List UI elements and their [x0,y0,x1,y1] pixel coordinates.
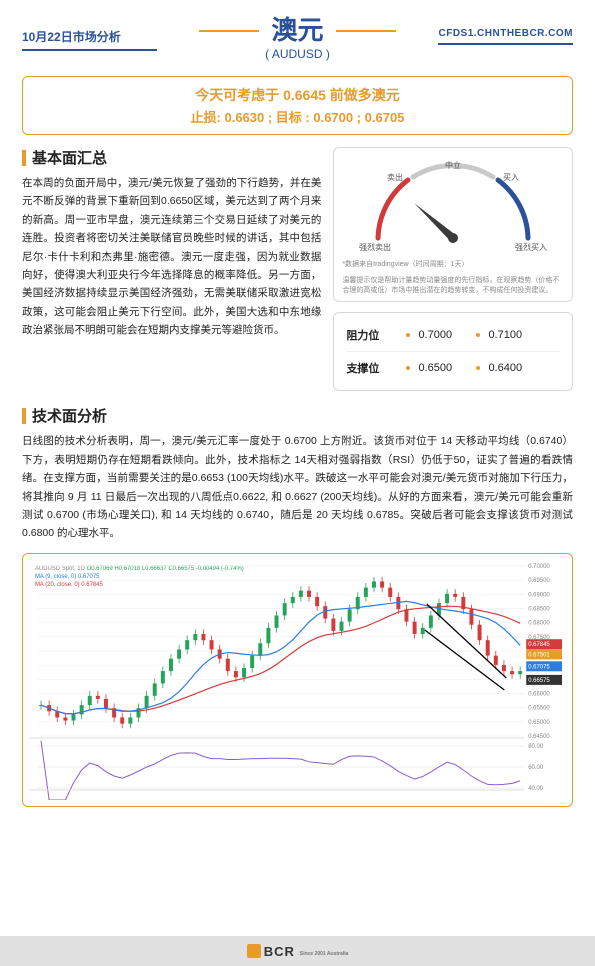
levels-panel: 阻力位 0.7000 0.7100 支撑位 0.6500 0.6400 [333,312,573,391]
fundamentals-title: 基本面汇总 [32,147,107,168]
resistance-v1: 0.7000 [418,329,468,341]
trade-idea-line1: 今天可考虑于 0.6645 前做多澳元 [35,85,560,105]
brand-text: BCR [264,944,295,959]
page-header: 10月22日市场分析 澳元 ( AUDUSD ) CFDS1.CHNTHEBCR… [0,0,595,64]
title-decor-left [199,30,259,32]
page-title: 澳元 [271,10,323,47]
page-subtitle: ( AUDUSD ) [170,47,425,61]
price-chart[interactable]: AUDUSD Spot, 1D O0.67069 H0.67018 L0.666… [29,560,566,800]
resistance-row: 阻力位 0.7000 0.7100 [346,323,560,347]
svg-text:0.70000: 0.70000 [528,564,550,570]
technical-text: 日线图的技术分析表明，周一，澳元/美元汇率一度处于 0.6700 上方附近。该货… [22,432,573,542]
sentiment-gauge-panel: 中立 卖出 买入 强烈卖出 强烈买入 *数据来自tradingview（时间周期… [333,147,573,302]
gauge-label-neutral: 中立 [445,160,461,170]
page-footer: BCR Since 2001 Australia [0,936,595,966]
svg-text:0.65500: 0.65500 [528,705,550,711]
svg-text:0.68500: 0.68500 [528,606,550,612]
gauge-source: *数据来自tradingview（时间周期：1天） [342,260,564,270]
svg-text:0.67501: 0.67501 [528,652,550,658]
svg-text:0.66575: 0.66575 [528,678,550,684]
section-accent-bar [22,408,26,424]
header-site: CFDS1.CHNTHEBCR.COM [425,10,595,45]
support-v2: 0.6400 [488,362,538,374]
svg-text:0.65000: 0.65000 [528,719,550,725]
fundamentals-head: 基本面汇总 [22,147,321,168]
svg-text:MA (9, close, 0) 0.67075: MA (9, close, 0) 0.67075 [35,574,100,580]
support-v1: 0.6500 [418,362,468,374]
fundamentals-text: 在本周的负面开局中，澳元/美元恢复了强劲的下行趋势，并在美元不断反弹的背景下重新… [22,174,321,339]
technical-head: 技术面分析 [22,405,573,426]
svg-text:80.00: 80.00 [528,744,544,750]
trade-idea-box: 今天可考虑于 0.6645 前做多澳元 止损: 0.6630 ; 目标 : 0.… [22,76,573,135]
svg-text:60.00: 60.00 [528,765,544,771]
header-center: 澳元 ( AUDUSD ) [170,10,425,61]
svg-text:AUDUSD Spot, 1D O0.67069 H0.67: AUDUSD Spot, 1D O0.67069 H0.67018 L0.666… [35,566,244,572]
technical-title: 技术面分析 [32,405,107,426]
header-date: 10月22日市场分析 [0,10,170,51]
fundamentals-panel: 基本面汇总 在本周的负面开局中，澳元/美元恢复了强劲的下行趋势，并在美元不断反弹… [22,147,321,391]
gauge-disclaimer: 温馨提示仅是帮助计量趋势动量强度的先行指标，在观察趋势（价格不合理的高或低）市场… [342,276,564,296]
svg-text:0.64500: 0.64500 [528,734,550,740]
gauge-label-sell: 卖出 [387,172,403,182]
gauge-needle [412,200,456,241]
support-label: 支撑位 [346,360,398,376]
svg-text:MA (20, close, 0) 0.67845: MA (20, close, 0) 0.67845 [35,582,104,588]
price-chart-panel: AUDUSD Spot, 1D O0.67069 H0.67018 L0.666… [22,553,573,807]
gauge-label-ssell: 强烈卖出 [359,242,391,252]
svg-text:0.69500: 0.69500 [528,578,550,584]
section-accent-bar [22,150,26,166]
gauge-label-sbuy: 强烈买入 [515,243,547,252]
gauge-label-buy: 买入 [503,173,519,182]
footer-brand: BCR Since 2001 Australia [247,944,349,959]
technical-section: 技术面分析 日线图的技术分析表明，周一，澳元/美元汇率一度处于 0.6700 上… [0,391,595,542]
resistance-v2: 0.7100 [488,329,538,341]
svg-text:0.68000: 0.68000 [528,620,550,626]
dot-icon [406,366,410,370]
resistance-label: 阻力位 [346,327,398,343]
title-decor-right [336,30,396,32]
brand-sub: Since 2001 Australia [300,951,348,957]
dot-icon [476,333,480,337]
svg-text:0.67845: 0.67845 [528,642,550,648]
dot-icon [406,333,410,337]
support-row: 支撑位 0.6500 0.6400 [346,351,560,380]
brand-icon [247,944,261,958]
dot-icon [476,366,480,370]
trade-idea-line2: 止损: 0.6630 ; 目标 : 0.6700 ; 0.6705 [35,107,560,126]
sentiment-gauge: 中立 卖出 买入 强烈卖出 强烈买入 [353,158,553,254]
svg-text:0.67075: 0.67075 [528,664,550,670]
svg-text:0.66000: 0.66000 [528,691,550,697]
svg-text:0.69000: 0.69000 [528,592,550,598]
svg-text:40.00: 40.00 [528,786,544,792]
